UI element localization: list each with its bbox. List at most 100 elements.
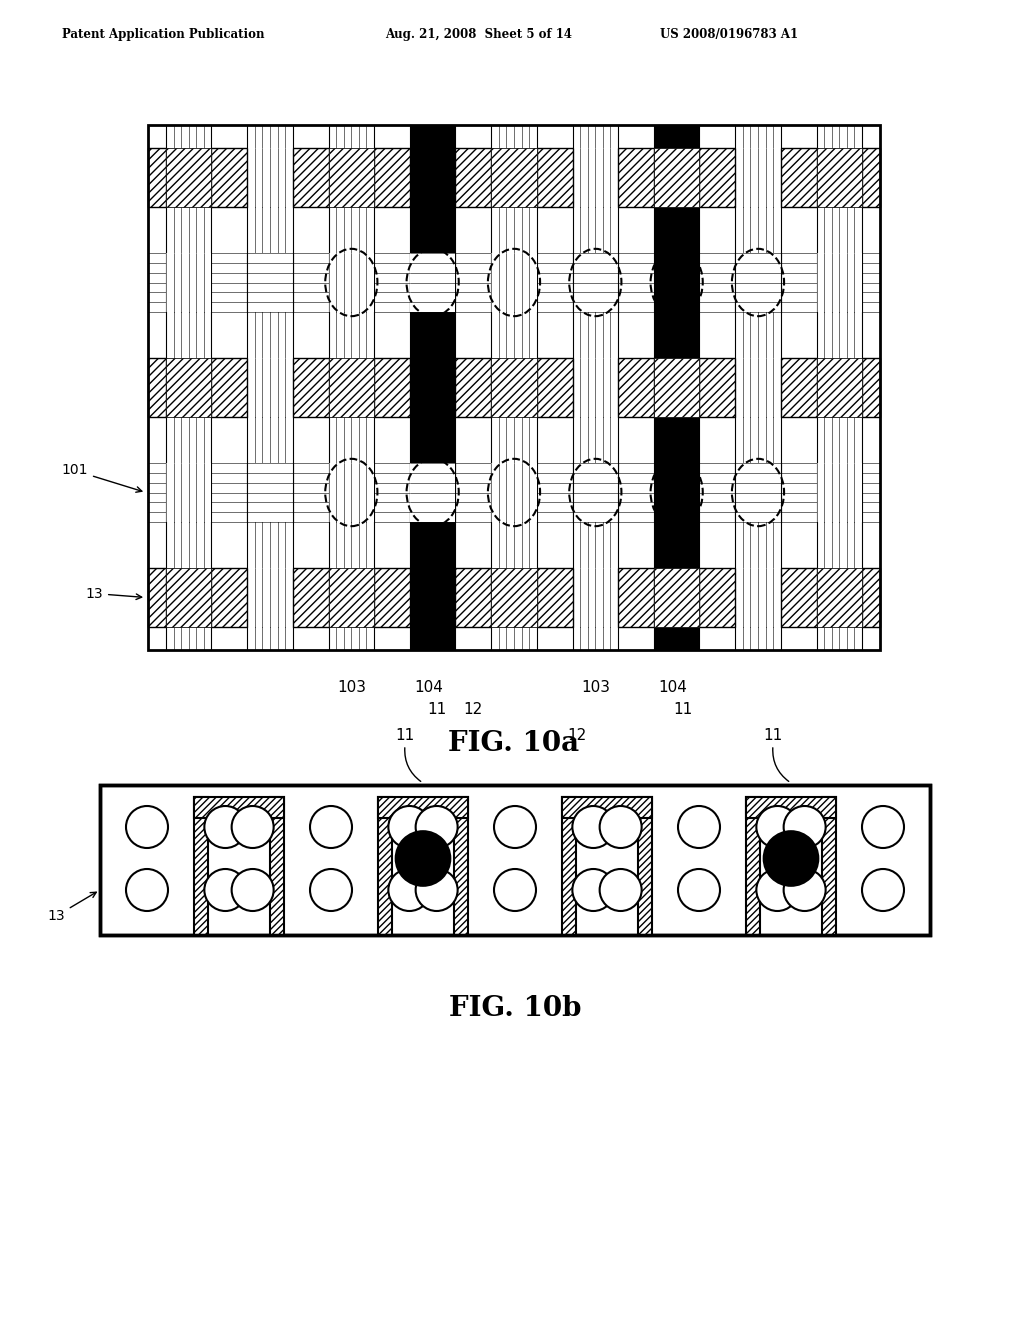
Bar [166, 569, 211, 627]
Bar [454, 797, 468, 935]
Text: 11: 11 [763, 729, 782, 743]
Bar [329, 463, 374, 521]
Text: 11: 11 [395, 729, 415, 743]
Bar [817, 148, 862, 207]
Bar [148, 125, 880, 649]
Bar [293, 148, 329, 207]
Bar [654, 569, 699, 627]
Text: 103: 103 [581, 680, 610, 696]
Bar [211, 569, 248, 627]
Text: 13: 13 [85, 586, 141, 601]
Bar [817, 358, 862, 417]
Bar [166, 253, 211, 312]
Circle shape [862, 869, 904, 911]
Bar [562, 797, 575, 935]
Bar [270, 797, 284, 935]
Circle shape [416, 807, 458, 847]
Bar [148, 253, 880, 312]
Bar [248, 125, 293, 649]
Bar [746, 797, 836, 818]
Bar [456, 358, 492, 417]
Circle shape [757, 869, 799, 911]
Bar [617, 148, 654, 207]
Bar [654, 463, 699, 521]
Bar [537, 569, 572, 627]
Circle shape [572, 807, 614, 847]
Circle shape [205, 869, 247, 911]
Bar [735, 125, 780, 649]
Bar [100, 785, 930, 935]
Bar [410, 463, 456, 521]
Bar [410, 253, 456, 312]
Bar [410, 253, 456, 312]
Text: US 2008/0196783 A1: US 2008/0196783 A1 [660, 28, 798, 41]
Bar [410, 125, 456, 649]
Bar [780, 148, 817, 207]
Bar [378, 797, 468, 818]
Bar [329, 358, 374, 417]
Bar [194, 797, 208, 935]
Bar [735, 569, 780, 627]
Bar [654, 569, 699, 627]
Bar [148, 148, 880, 207]
Bar [329, 125, 374, 649]
Circle shape [205, 807, 247, 847]
Bar [817, 358, 862, 417]
Bar [378, 797, 392, 935]
Circle shape [783, 807, 825, 847]
Bar [654, 569, 699, 627]
Bar [166, 358, 211, 417]
Bar [572, 148, 617, 207]
Circle shape [388, 869, 430, 911]
Text: 104: 104 [415, 680, 443, 696]
Circle shape [678, 869, 720, 911]
Text: 103: 103 [337, 680, 366, 696]
Bar [166, 463, 211, 521]
Bar [410, 125, 456, 649]
Bar [166, 148, 211, 207]
Bar [862, 358, 880, 417]
Bar [492, 569, 537, 627]
Text: Aug. 21, 2008  Sheet 5 of 14: Aug. 21, 2008 Sheet 5 of 14 [385, 28, 572, 41]
Circle shape [600, 807, 642, 847]
Text: 12: 12 [567, 729, 587, 743]
Bar [166, 358, 211, 417]
Bar [148, 125, 880, 649]
Bar [410, 463, 456, 521]
Bar [410, 148, 456, 207]
Bar [293, 358, 329, 417]
Bar [248, 148, 293, 207]
Bar [780, 358, 817, 417]
Circle shape [600, 869, 642, 911]
Text: 11: 11 [673, 702, 692, 717]
Bar [780, 569, 817, 627]
Bar [654, 148, 699, 207]
Bar [211, 148, 248, 207]
Bar [148, 569, 880, 627]
Bar [374, 148, 410, 207]
Bar [572, 125, 617, 649]
Circle shape [494, 869, 536, 911]
Bar [492, 125, 537, 649]
Text: 104: 104 [658, 680, 687, 696]
Bar [817, 463, 862, 521]
Circle shape [764, 832, 818, 886]
Bar [572, 253, 617, 312]
Bar [492, 569, 537, 627]
Bar [735, 148, 780, 207]
Bar [166, 148, 211, 207]
Bar [735, 253, 780, 312]
Circle shape [310, 869, 352, 911]
Bar [329, 569, 374, 627]
Bar [572, 463, 617, 521]
Bar [746, 797, 760, 935]
Circle shape [572, 869, 614, 911]
Bar [537, 358, 572, 417]
Bar [654, 125, 699, 649]
Bar [562, 797, 652, 818]
Bar [817, 253, 862, 312]
Bar [492, 358, 537, 417]
Bar [148, 463, 880, 521]
Circle shape [757, 807, 799, 847]
Bar [410, 569, 456, 627]
